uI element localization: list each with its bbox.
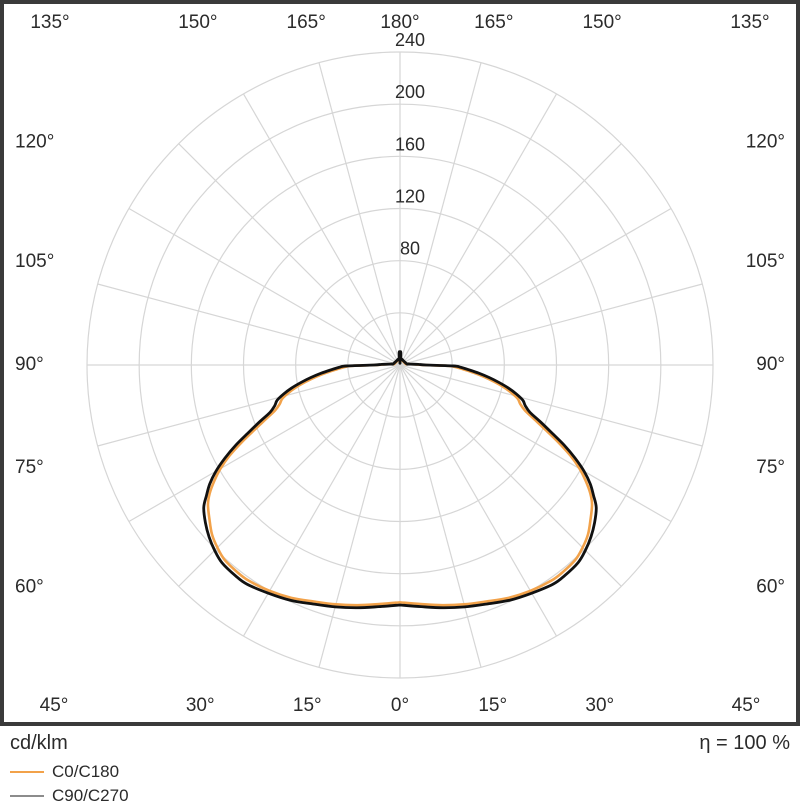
- svg-text:135°: 135°: [730, 12, 769, 33]
- svg-text:60°: 60°: [15, 576, 44, 597]
- svg-text:0°: 0°: [391, 695, 409, 716]
- svg-text:150°: 150°: [178, 12, 217, 33]
- svg-text:240: 240: [395, 30, 425, 50]
- svg-text:60°: 60°: [756, 576, 785, 597]
- svg-text:45°: 45°: [40, 695, 69, 716]
- svg-text:90°: 90°: [15, 354, 44, 375]
- svg-text:120°: 120°: [746, 132, 785, 153]
- svg-text:120: 120: [395, 187, 425, 207]
- svg-text:165°: 165°: [474, 12, 513, 33]
- svg-text:30°: 30°: [186, 695, 215, 716]
- svg-text:165°: 165°: [287, 12, 326, 33]
- svg-text:160: 160: [395, 134, 425, 154]
- svg-text:45°: 45°: [732, 695, 761, 716]
- svg-text:80: 80: [400, 239, 420, 259]
- svg-text:75°: 75°: [15, 457, 44, 478]
- svg-text:120°: 120°: [15, 132, 54, 153]
- svg-text:105°: 105°: [15, 251, 54, 272]
- svg-text:15°: 15°: [293, 695, 322, 716]
- svg-text:150°: 150°: [582, 12, 621, 33]
- svg-text:75°: 75°: [756, 457, 785, 478]
- svg-text:30°: 30°: [585, 695, 614, 716]
- svg-text:135°: 135°: [30, 12, 69, 33]
- svg-text:200: 200: [395, 82, 425, 102]
- svg-text:105°: 105°: [746, 251, 785, 272]
- svg-text:90°: 90°: [756, 354, 785, 375]
- svg-text:15°: 15°: [478, 695, 507, 716]
